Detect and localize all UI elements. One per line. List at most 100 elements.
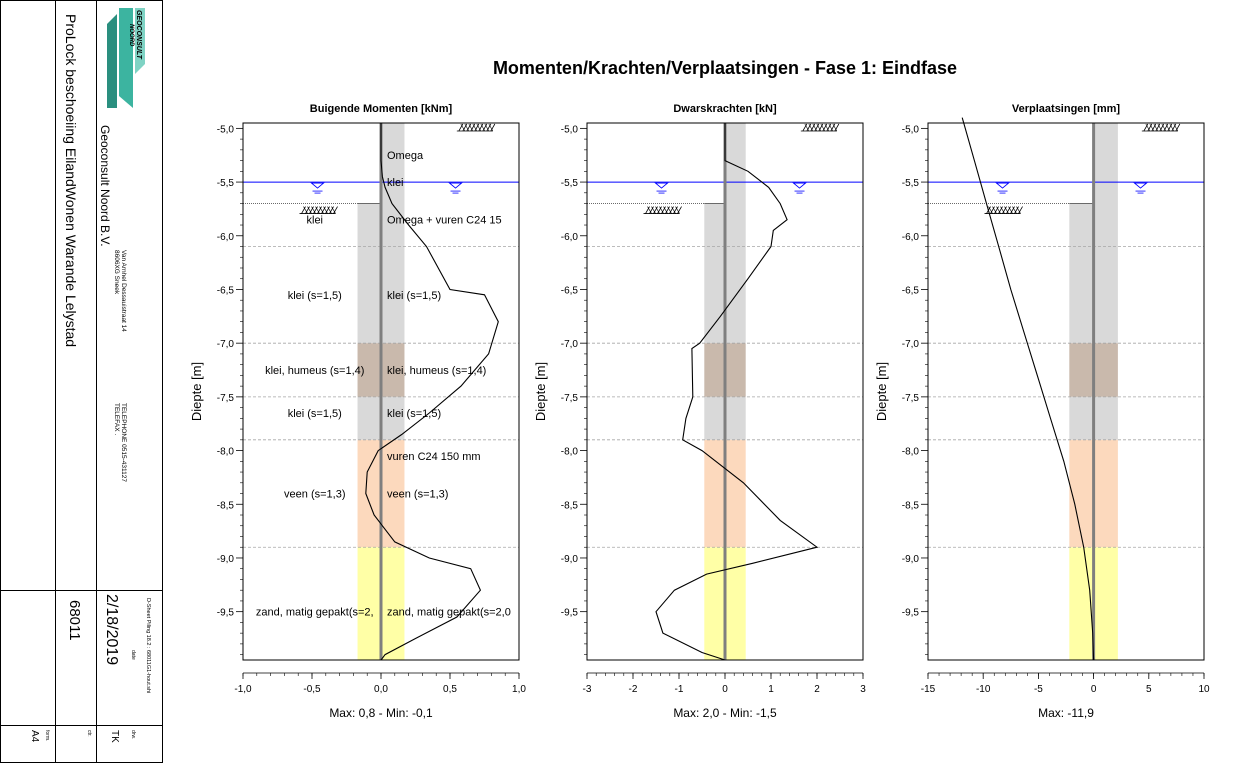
ground-hatch-left-stroke <box>994 206 999 214</box>
ground-hatch-right-stroke <box>1143 123 1149 132</box>
x-axis-label: Max: -11,9 <box>1038 706 1094 720</box>
ground-hatch-left-stroke <box>307 206 312 214</box>
water-symbol-right-triangle <box>1133 182 1148 189</box>
water-symbol-left <box>310 182 325 194</box>
series-line-0 <box>961 117 1095 661</box>
soil-layer-left-2 <box>1069 396 1094 440</box>
soil-layer-left-0 <box>1069 203 1094 344</box>
soil-layer-left-3 <box>357 439 381 548</box>
ground-hatch-right-stroke <box>808 123 814 132</box>
series-line-0 <box>365 123 499 661</box>
ground-hatch-right-stroke <box>802 123 808 132</box>
layer-label-left: zand, matig gepakt(s=2, <box>256 607 374 619</box>
y-tick-label: -6,0 <box>561 232 579 243</box>
y-tick-label: -8,0 <box>561 447 579 458</box>
water-symbol-right <box>1133 182 1148 194</box>
ground-hatch-left-stroke <box>321 206 326 214</box>
ground-hatch-right-stroke <box>490 123 496 132</box>
ground-hatch-left-stroke <box>309 206 314 214</box>
ground-hatch-left-stroke <box>661 206 666 214</box>
plot-frame <box>927 122 1205 661</box>
water-symbol-right <box>792 182 807 194</box>
geoconsult-logo: GEOCONSULT NOORD <box>104 6 145 110</box>
y-tick-label: -7,5 <box>561 393 579 404</box>
ground-hatch-left-stroke <box>655 206 660 214</box>
ground-hatch-right-stroke <box>822 123 828 132</box>
y-tick-label: -5,0 <box>561 124 579 135</box>
soil-layer-right-2 <box>1093 396 1118 440</box>
ground-hatch-left-stroke <box>677 206 682 214</box>
water-symbol-right-triangle <box>792 182 807 189</box>
ground-hatch-right <box>456 123 496 132</box>
y-tick-label: -9,5 <box>217 608 235 619</box>
x-tick-label: -5 <box>1034 684 1043 695</box>
ground-hatch-right <box>1141 123 1181 132</box>
layer-label-left: klei, humeus (s=1,4) <box>265 365 364 377</box>
y-tick-label: -6,0 <box>902 232 920 243</box>
layer-label-right: klei (s=1,5) <box>387 290 441 302</box>
main-title: Momenten/Krachten/Verplaatsingen - Fase … <box>492 58 958 78</box>
y-tick-label: -7,0 <box>217 339 235 350</box>
ground-hatch-left-stroke <box>651 206 656 214</box>
ground-hatch-right-stroke <box>832 123 838 132</box>
ground-hatch-left-stroke <box>1006 206 1011 214</box>
ground-hatch-left-stroke <box>311 206 316 214</box>
x-tick-label: 5 <box>1146 684 1152 695</box>
soil-layer-right-2 <box>725 396 746 440</box>
ground-hatch-right-stroke <box>810 123 816 132</box>
ground-hatch-right-stroke <box>824 123 830 132</box>
ground-hatch-left-stroke <box>988 206 993 214</box>
soil-layer-right-0 <box>381 123 405 344</box>
ground-hatch-right-stroke <box>472 123 478 132</box>
ground-hatch-left-stroke <box>645 206 650 214</box>
y-tick-label: -7,5 <box>217 393 235 404</box>
y-tick-label: -5,5 <box>902 178 920 189</box>
ground-hatch-left-stroke <box>673 206 678 214</box>
ground-hatch-left-stroke <box>665 206 670 214</box>
ground-hatch-right-stroke <box>1155 123 1161 132</box>
y-tick-label: -5,0 <box>217 124 235 135</box>
ground-hatch-left-stroke <box>313 206 318 214</box>
y-tick-label: -8,5 <box>902 500 920 511</box>
ground-hatch-left-stroke <box>319 206 324 214</box>
soil-layer-left-4 <box>357 547 381 660</box>
ground-hatch-right-stroke <box>1167 123 1173 132</box>
ground-hatch-left-stroke <box>331 206 336 214</box>
layer-label-right: vuren C24 150 mm <box>387 451 481 463</box>
chart-panel-3: Verplaatsingen [mm] -5,0 -5,5 -6,0 -6,5 -7,0 -… <box>874 103 1210 720</box>
soil-layer-right-3 <box>725 439 746 548</box>
layer-label-right: Omega <box>387 150 424 162</box>
ground-hatch-right-stroke <box>1175 123 1181 132</box>
layer-label-left: veen (s=1,3) <box>284 489 345 501</box>
water-symbol-left-triangle <box>995 182 1010 189</box>
x-tick-label: 0,5 <box>443 684 457 695</box>
layer-label-right: klei (s=1,5) <box>387 408 441 420</box>
ground-hatch-left-stroke <box>1002 206 1007 214</box>
ground-hatch-right-stroke <box>834 123 840 132</box>
x-tick-label: -15 <box>921 684 936 695</box>
layer-label-right: klei <box>387 177 404 189</box>
water-symbol-right <box>448 182 463 194</box>
soil-layer-right-1 <box>725 343 746 397</box>
ground-hatch-right-stroke <box>804 123 810 132</box>
title-block-row-divider <box>0 590 163 726</box>
layer-label-right: klei, humeus (s=1,4) <box>387 365 486 377</box>
y-tick-label: -6,0 <box>217 232 235 243</box>
x-tick-label: -2 <box>629 684 638 695</box>
soil-layer-left-4 <box>1069 547 1094 660</box>
y-tick-label: -9,0 <box>217 554 235 565</box>
y-tick-label: -5,5 <box>561 178 579 189</box>
soil-layer-left-3 <box>704 439 725 548</box>
y-tick-label: -8,0 <box>217 447 235 458</box>
soil-layer-left-1 <box>704 343 725 397</box>
soil-layer-left-3 <box>1069 439 1094 548</box>
ground-hatch-left-stroke <box>647 206 652 214</box>
soil-layer-right-4 <box>381 547 405 660</box>
chart-title: Dwarskrachten [kN] <box>673 103 777 115</box>
chart-panel-2: Dwarskrachten [kN] -5,0 -5,5 -6,0 -6,5 -7,0 -7… <box>533 103 866 720</box>
ground-hatch-left <box>984 206 1023 214</box>
ground-hatch-right-stroke <box>486 123 492 132</box>
layer-label-right: veen (s=1,3) <box>387 489 448 501</box>
